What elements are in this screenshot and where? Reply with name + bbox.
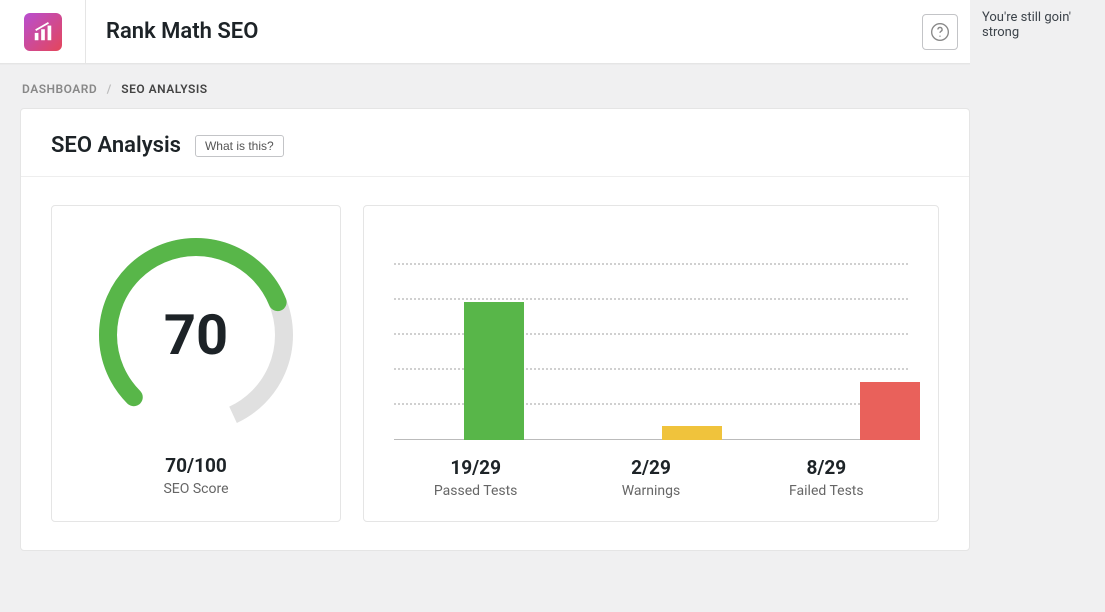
help-button[interactable] <box>922 14 958 50</box>
chart-stat-value: 8/29 <box>739 456 914 479</box>
chart-stat-value: 19/29 <box>388 456 563 479</box>
chart-stat: 19/29 Passed Tests <box>388 456 563 499</box>
content-row: 70 70/100 SEO Score 19/29 Passed Tests2/2… <box>21 177 969 522</box>
chart-bar <box>464 302 524 440</box>
bar-chart <box>394 230 908 440</box>
seo-analysis-panel: SEO Analysis What is this? 70 70/100 SEO… <box>20 108 970 551</box>
score-value: 70 <box>91 230 301 440</box>
breadcrumb-dashboard[interactable]: DASHBOARD <box>22 82 97 96</box>
chart-bar <box>860 382 920 440</box>
score-label: SEO Score <box>68 481 324 497</box>
panel-title: SEO Analysis <box>51 133 181 158</box>
question-icon <box>930 22 950 42</box>
score-fraction: 70/100 <box>68 454 324 477</box>
breadcrumb-separator: / <box>107 82 112 96</box>
chart-gridline <box>394 263 908 265</box>
logo-container <box>0 0 86 63</box>
chart-gridline <box>394 298 908 300</box>
help-container <box>910 0 970 63</box>
status-text: You're still goin' strong <box>982 10 1105 40</box>
rankmath-logo-icon <box>24 13 62 51</box>
chart-stat-label: Passed Tests <box>388 483 563 499</box>
breadcrumb: DASHBOARD / SEO ANALYSIS <box>0 64 1105 108</box>
chart-stat-label: Warnings <box>563 483 738 499</box>
breadcrumb-current: SEO ANALYSIS <box>121 82 207 96</box>
app-title: Rank Math SEO <box>86 0 910 63</box>
chart-stat: 2/29 Warnings <box>563 456 738 499</box>
chart-bar <box>662 426 722 440</box>
chart-stat-value: 2/29 <box>563 456 738 479</box>
score-gauge: 70 <box>91 230 301 440</box>
what-is-this-button[interactable]: What is this? <box>195 135 284 157</box>
chart-stat: 8/29 Failed Tests <box>739 456 914 499</box>
panel-header: SEO Analysis What is this? <box>21 109 969 177</box>
tests-chart-card: 19/29 Passed Tests2/29 Warnings8/29 Failed … <box>363 205 939 522</box>
chart-stats-row: 19/29 Passed Tests2/29 Warnings8/29 Failed … <box>388 456 914 499</box>
top-bar: Rank Math SEO <box>0 0 970 64</box>
score-card: 70 70/100 SEO Score <box>51 205 341 522</box>
chart-stat-label: Failed Tests <box>739 483 914 499</box>
